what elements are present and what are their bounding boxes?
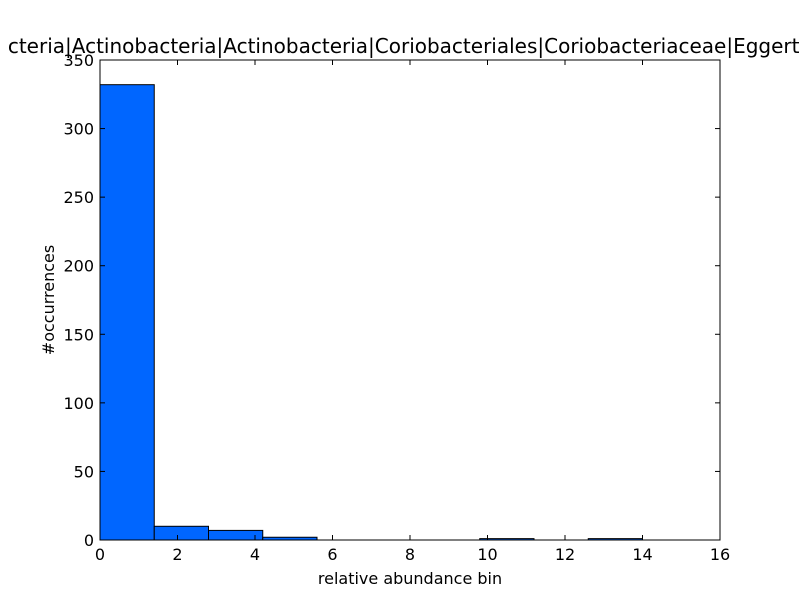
y-tick-label: 300 (63, 120, 94, 139)
y-tick-label: 100 (63, 394, 94, 413)
y-tick-label: 50 (74, 462, 94, 481)
x-tick-label: 12 (555, 545, 575, 564)
x-tick-label: 6 (327, 545, 337, 564)
histogram-bar-0 (99, 84, 155, 541)
x-tick-label: 0 (95, 545, 105, 564)
ticks-group: 0 2 4 6 8 10 12 14 16 0 50 100 150 200 250 300 350 (63, 51, 730, 564)
y-tick-label: 250 (63, 188, 94, 207)
y-tick-label: 350 (63, 51, 94, 70)
chart-title: cteria|Actinobacteria|Actinobacteria|Cor… (8, 34, 800, 58)
x-tick-label: 10 (477, 545, 497, 564)
y-tick-label: 200 (63, 257, 94, 276)
y-axis-label: #occurrences (39, 245, 58, 355)
x-tick-label: 14 (632, 545, 652, 564)
x-tick-label: 16 (710, 545, 730, 564)
plot-frame (99, 59, 721, 541)
x-tick-label: 4 (250, 545, 260, 564)
y-tick-label: 0 (84, 531, 94, 550)
bars-group (99, 84, 643, 541)
x-axis-label: relative abundance bin (318, 569, 502, 588)
x-tick-label: 8 (405, 545, 415, 564)
x-tick-label: 2 (172, 545, 182, 564)
histogram-bar-1 (153, 525, 209, 541)
y-tick-label: 150 (63, 325, 94, 344)
